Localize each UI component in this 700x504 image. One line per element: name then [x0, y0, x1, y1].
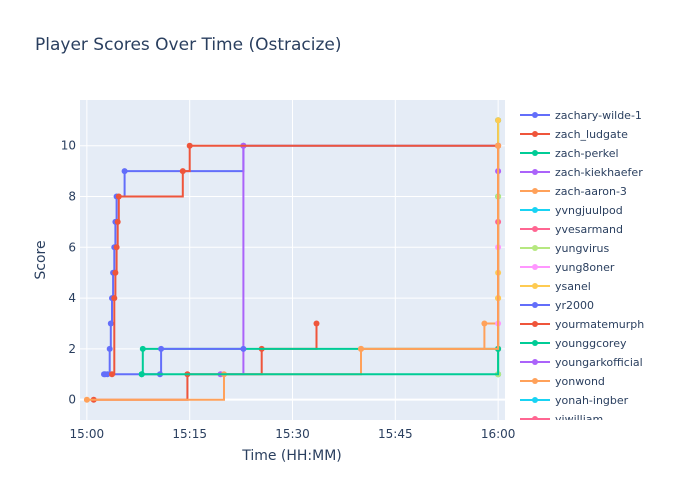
- y-axis-title: Score: [33, 240, 49, 279]
- legend-marker: [532, 283, 538, 289]
- legend-marker: [532, 378, 538, 384]
- y-tick-label: 10: [61, 139, 76, 153]
- data-point: [113, 244, 120, 251]
- legend-svg: zachary-wilde-1 zach_ludgate zach-perkel za…: [520, 109, 644, 420]
- series-yonwond: [358, 142, 502, 352]
- legend-label: yung8oner: [555, 261, 615, 274]
- legend-label: yonah-ingber: [555, 394, 629, 407]
- data-point: [358, 345, 364, 352]
- data-point: [115, 193, 122, 200]
- data-point: [186, 142, 193, 149]
- legend-item: yjwilliam: [520, 413, 603, 420]
- legend-label: zach-perkel: [555, 147, 619, 160]
- legend-marker: [532, 207, 538, 213]
- data-point: [107, 320, 114, 327]
- x-tick-label: 15:00: [70, 427, 105, 441]
- legend-item: zach-aaron-3: [520, 185, 627, 198]
- legend-label: younggcorey: [555, 337, 627, 350]
- legend-marker: [532, 131, 538, 137]
- legend-marker: [532, 321, 538, 327]
- legend-marker: [532, 302, 538, 308]
- legend-label: yr2000: [555, 299, 594, 312]
- legend-item: younggcorey: [520, 337, 627, 350]
- legend-item: yonwond: [520, 375, 605, 388]
- legend-item: yvesarmand: [520, 223, 623, 236]
- data-point: [138, 371, 145, 378]
- tick-labels: 0 2 4 6 8 10 15:00 15:15 15:30 15:45 16:00: [61, 139, 516, 441]
- data-point: [495, 142, 502, 149]
- legend-item: youngarkofficial: [520, 356, 643, 369]
- legend-marker: [532, 264, 538, 270]
- legend-item: zachary-wilde-1: [520, 109, 642, 122]
- legend-marker: [532, 169, 538, 175]
- legend-label: ysanel: [555, 280, 591, 293]
- data-point: [106, 345, 113, 352]
- data-point: [495, 117, 502, 124]
- legend-item: ysanel: [520, 280, 591, 293]
- legend-item: yvngjuulpod: [520, 204, 623, 217]
- legend-marker: [532, 188, 538, 194]
- y-tick-label: 8: [68, 190, 76, 204]
- legend-label: yvngjuulpod: [555, 204, 623, 217]
- data-point: [139, 345, 146, 352]
- legend-marker: [532, 397, 538, 403]
- legend-label: zach_ludgate: [555, 128, 628, 141]
- data-point: [179, 168, 186, 175]
- legend-marker: [532, 112, 538, 118]
- x-tick-label: 15:30: [275, 427, 310, 441]
- legend-label: youngarkofficial: [555, 356, 643, 369]
- legend-label: yvesarmand: [555, 223, 623, 236]
- x-tick-label: 15:15: [172, 427, 207, 441]
- legend-marker: [532, 340, 538, 346]
- legend-marker: [532, 150, 538, 156]
- legend-marker: [532, 359, 538, 365]
- x-tick-label: 16:00: [481, 427, 516, 441]
- legend-marker: [532, 416, 538, 420]
- data-point: [121, 168, 128, 175]
- legend-label: yungvirus: [555, 242, 609, 255]
- data-point: [158, 345, 165, 352]
- x-axis-title: Time (HH:MM): [241, 448, 342, 464]
- x-tick-label: 15:45: [378, 427, 413, 441]
- legend-item: yourmatemurph: [520, 318, 644, 331]
- legend-item: yung8oner: [520, 261, 615, 274]
- data-point: [112, 269, 119, 276]
- series-line: [361, 145, 500, 350]
- data-point: [102, 371, 109, 378]
- legend[interactable]: zachary-wilde-1 zach_ludgate zach-perkel za…: [515, 100, 685, 420]
- legend-item: zach-kiekhaefer: [520, 166, 643, 179]
- legend-item: zach-perkel: [520, 147, 619, 160]
- data-point: [240, 345, 247, 352]
- series-layer: [83, 117, 502, 403]
- y-tick-label: 2: [68, 342, 76, 356]
- data-point: [83, 396, 90, 403]
- y-tick-label: 4: [68, 291, 76, 305]
- legend-label: zachary-wilde-1: [555, 109, 642, 122]
- legend-label: yonwond: [555, 375, 605, 388]
- legend-item: yonah-ingber: [520, 394, 629, 407]
- legend-item: zach_ludgate: [520, 128, 628, 141]
- data-point: [109, 371, 115, 378]
- legend-marker: [532, 226, 538, 232]
- series-line: [141, 348, 500, 376]
- legend-item: yungvirus: [520, 242, 609, 255]
- y-tick-label: 6: [68, 240, 76, 254]
- legend-label: yjwilliam: [555, 413, 603, 420]
- data-point: [313, 320, 320, 327]
- chart-title: Player Scores Over Time (Ostracize): [35, 35, 342, 55]
- y-tick-label: 0: [68, 393, 76, 407]
- data-point: [111, 295, 118, 302]
- legend-label: zach-aaron-3: [555, 185, 627, 198]
- legend-item: yr2000: [520, 299, 594, 312]
- legend-marker: [532, 245, 538, 251]
- legend-label: yourmatemurph: [555, 318, 644, 331]
- data-point: [114, 218, 121, 225]
- legend-label: zach-kiekhaefer: [555, 166, 643, 179]
- data-point: [481, 320, 488, 327]
